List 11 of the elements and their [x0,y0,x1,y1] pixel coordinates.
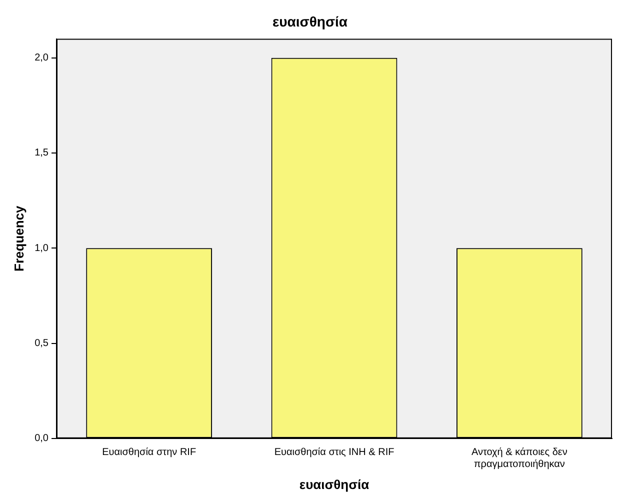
y-axis-title: Frequency [11,204,26,272]
x-axis-title: ευαισθησία [299,476,370,492]
chart-title: ευαισθησία [272,13,348,30]
x-tick-label: Ευαισθησία στην RIF [102,447,196,458]
x-tick-label: Ευαισθησία στις INH & RIF [274,447,394,458]
y-tick-label: 1,0 [34,242,49,254]
x-tick-label: Αντοχή & κάποιες δεν πραγματοποιήθηκαν [471,447,568,470]
y-tick-label: 1,5 [34,148,49,159]
y-tick-label: 0,5 [34,338,49,350]
y-tick-label: 2,0 [34,52,49,64]
y-tick-label: 0,0 [34,433,49,444]
